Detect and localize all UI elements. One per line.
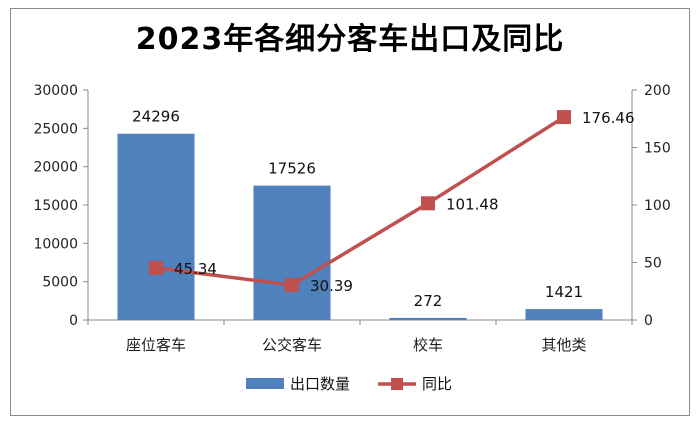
category-label: 公交客车 — [262, 336, 322, 354]
bar-value-label: 24296 — [132, 108, 180, 126]
left-tick-label: 30000 — [33, 83, 78, 99]
legend-line-label: 同比 — [422, 375, 452, 393]
category-label: 座位客车 — [126, 336, 186, 354]
yoy-line — [155, 115, 565, 287]
legend-line-marker — [391, 378, 403, 390]
right-tick-label: 150 — [644, 141, 671, 157]
category-label: 校车 — [413, 336, 443, 354]
left-tick-label: 0 — [69, 313, 78, 329]
yoy-value-label: 30.39 — [310, 277, 353, 295]
right-tick-label: 100 — [644, 198, 671, 214]
yoy-marker-2 — [285, 278, 299, 293]
bar-4 — [525, 309, 603, 320]
chart-frame — [10, 8, 690, 416]
bar-value-label: 272 — [414, 292, 443, 310]
left-tick-label: 20000 — [33, 160, 78, 176]
yoy-value-label: 101.48 — [446, 195, 499, 213]
right-tick-label: 50 — [644, 256, 662, 272]
left-tick-label: 10000 — [33, 236, 78, 252]
bar-2 — [253, 185, 331, 320]
left-tick-label: 25000 — [33, 121, 78, 137]
bar-1 — [117, 133, 195, 320]
bar-value-label: 1421 — [545, 283, 583, 301]
yoy-value-label: 176.46 — [582, 109, 635, 127]
chart-title: 2023年各细分客车出口及同比 — [135, 22, 565, 57]
yoy-marker-4 — [557, 110, 571, 125]
bar-3 — [389, 317, 467, 320]
legend-bar-label: 出口数量 — [290, 375, 350, 393]
right-tick-label: 200 — [644, 83, 671, 99]
legend-bar-swatch — [246, 378, 284, 389]
yoy-value-label: 45.34 — [174, 260, 217, 278]
left-tick-label: 5000 — [42, 275, 78, 291]
yoy-marker-1 — [149, 260, 163, 275]
right-tick-label: 0 — [644, 313, 653, 329]
left-tick-label: 15000 — [33, 198, 78, 214]
yoy-marker-3 — [421, 196, 435, 211]
category-label: 其他类 — [541, 336, 586, 354]
bar-value-label: 17526 — [268, 160, 316, 178]
